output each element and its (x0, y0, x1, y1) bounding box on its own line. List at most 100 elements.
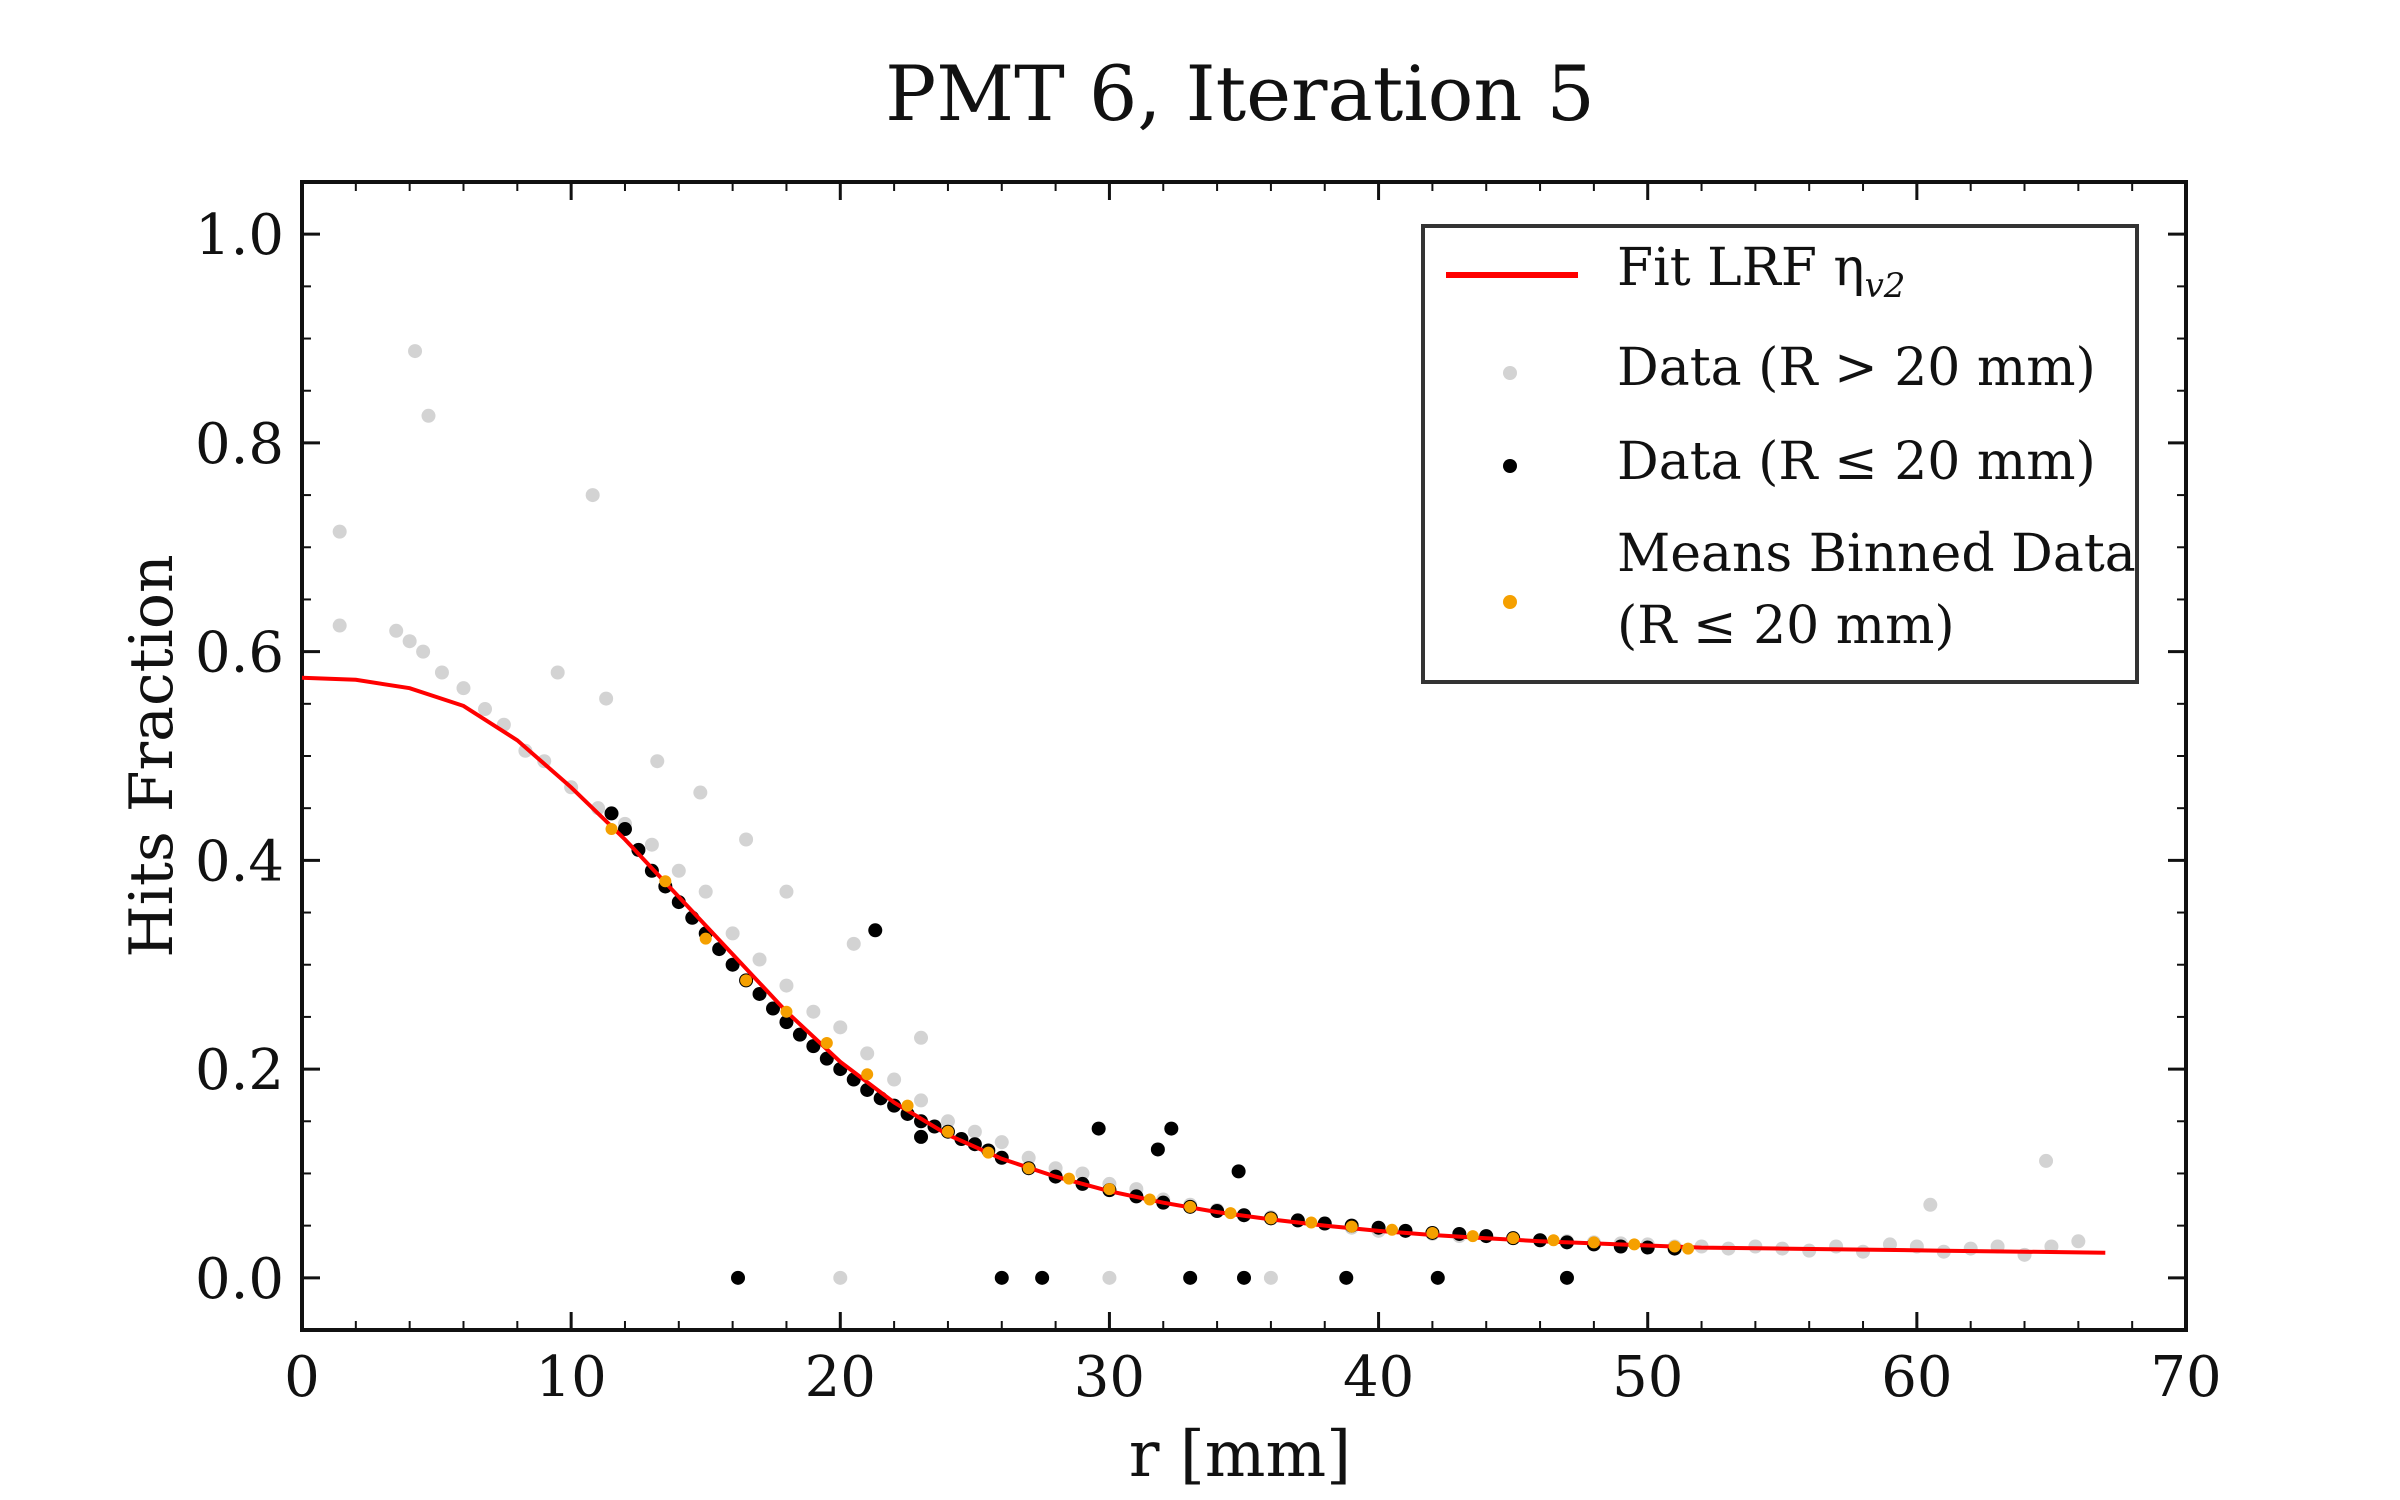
y-tick-label: 0.0 (195, 1247, 284, 1312)
legend-label-fit: Fit LRF ηv2 (1617, 238, 1905, 306)
means-binned-point (941, 1125, 954, 1138)
data-point-r-gt-20 (994, 1135, 1009, 1150)
data-point-r-gt-20 (402, 634, 417, 649)
means-binned-point (605, 823, 618, 836)
legend-box (1421, 224, 2139, 684)
means-binned-point (1184, 1200, 1197, 1213)
means-binned-point (659, 875, 672, 888)
legend-swatch-means-binned (1503, 595, 1517, 609)
x-tick-label: 40 (1343, 1345, 1414, 1410)
means-binned-series (605, 823, 1695, 1255)
data-point-r-gt-20 (421, 408, 436, 423)
means-binned-point (1587, 1236, 1600, 1249)
y-tick-label: 0.8 (195, 412, 284, 477)
data-point-r-le-20 (752, 986, 767, 1001)
data-point-r-le-20 (1559, 1270, 1574, 1285)
legend-swatch-data-le-20 (1503, 459, 1517, 473)
data-point-r-le-20 (1339, 1270, 1354, 1285)
legend-label-data-gt-20: Data (R > 20 mm) (1617, 338, 2096, 398)
data-point-r-gt-20 (456, 681, 471, 696)
means-binned-point (1547, 1234, 1560, 1247)
means-binned-point (820, 1037, 833, 1049)
y-tick-label: 0.2 (195, 1038, 284, 1103)
data-point-r-gt-20 (860, 1046, 875, 1061)
data-point-r-gt-20 (693, 785, 708, 800)
means-binned-point (1668, 1240, 1681, 1253)
data-point-r-gt-20 (1963, 1241, 1978, 1256)
data-point-r-gt-20 (332, 618, 347, 633)
means-binned-point (699, 932, 712, 945)
data-point-r-gt-20 (1263, 1270, 1278, 1285)
legend-label-fit-text: Fit LRF η (1617, 238, 1865, 298)
data-point-r-le-20 (766, 1001, 780, 1016)
data-r-le-20-series (604, 806, 1682, 1285)
means-binned-point (1345, 1220, 1358, 1233)
data-point-r-gt-20 (967, 1124, 982, 1139)
data-point-r-le-20 (725, 957, 740, 972)
data-point-r-le-20 (792, 1027, 807, 1042)
data-point-r-gt-20 (585, 488, 600, 503)
data-point-r-gt-20 (671, 863, 686, 878)
legend-label-data-le-20: Data (R ≤ 20 mm) (1617, 432, 2096, 492)
data-point-r-gt-20 (698, 884, 713, 899)
data-point-r-gt-20 (779, 978, 794, 993)
data-point-r-gt-20 (478, 702, 493, 717)
data-point-r-gt-20 (846, 936, 861, 951)
means-binned-point (1426, 1226, 1439, 1239)
data-point-r-gt-20 (914, 1030, 929, 1045)
data-point-r-gt-20 (408, 344, 423, 359)
means-binned-point (1682, 1242, 1695, 1255)
data-point-r-gt-20 (518, 743, 533, 758)
means-binned-point (1305, 1216, 1318, 1229)
x-tick-label: 30 (1074, 1345, 1145, 1410)
data-point-r-le-20 (1164, 1121, 1179, 1136)
data-point-r-gt-20 (725, 926, 740, 941)
data-point-r-gt-20 (389, 623, 404, 638)
data-point-r-gt-20 (1021, 1150, 1036, 1165)
plot-area (300, 180, 2188, 1332)
means-binned-point (1103, 1183, 1116, 1196)
data-point-r-le-20 (617, 822, 632, 837)
means-binned-point (1224, 1207, 1237, 1220)
data-point-r-gt-20 (434, 665, 449, 680)
data-point-r-le-20 (1237, 1270, 1251, 1285)
data-point-r-gt-20 (599, 691, 614, 706)
y-tick-label: 0.6 (195, 621, 284, 686)
means-binned-point (1466, 1230, 1479, 1243)
x-tick-label: 70 (2150, 1345, 2221, 1410)
data-point-r-gt-20 (1856, 1244, 1871, 1259)
data-point-r-le-20 (1150, 1142, 1165, 1157)
data-point-r-gt-20 (940, 1114, 955, 1129)
means-binned-point (861, 1068, 874, 1081)
data-point-r-le-20 (631, 842, 646, 857)
means-binned-point (1386, 1223, 1399, 1236)
data-point-r-gt-20 (416, 644, 431, 659)
means-binned-point (1063, 1172, 1076, 1185)
chart-title: PMT 6, Iteration 5 (885, 49, 1595, 138)
means-binned-point (740, 974, 753, 987)
legend-label-means-binned-line2: (R ≤ 20 mm) (1617, 596, 1955, 656)
data-point-r-gt-20 (833, 1020, 848, 1035)
x-tick-label: 60 (1881, 1345, 1952, 1410)
means-binned-point (1143, 1193, 1156, 1206)
data-point-r-le-20 (731, 1270, 746, 1285)
x-tick-label: 10 (536, 1345, 607, 1410)
legend: Fit LRF ηv2 Data (R > 20 mm) Data (R ≤ 2… (1421, 224, 2139, 684)
means-binned-point (1264, 1212, 1277, 1225)
data-point-r-le-20 (779, 1015, 794, 1030)
data-point-r-gt-20 (1829, 1239, 1844, 1254)
data-point-r-le-20 (1430, 1270, 1445, 1285)
data-point-r-gt-20 (739, 832, 754, 847)
x-axis-label: r [mm] (1129, 1418, 1351, 1492)
data-point-r-gt-20 (1102, 1270, 1117, 1285)
data-point-r-gt-20 (550, 665, 565, 680)
legend-label-fit-subscript: v2 (1865, 266, 1906, 306)
data-point-r-gt-20 (650, 754, 665, 769)
means-binned-point (901, 1099, 914, 1112)
legend-swatch-data-gt-20 (1503, 366, 1517, 380)
data-point-r-gt-20 (914, 1093, 929, 1108)
means-binned-point (1022, 1162, 1035, 1175)
data-point-r-le-20 (868, 923, 883, 938)
data-point-r-le-20 (604, 806, 619, 821)
data-point-r-gt-20 (1075, 1166, 1090, 1181)
